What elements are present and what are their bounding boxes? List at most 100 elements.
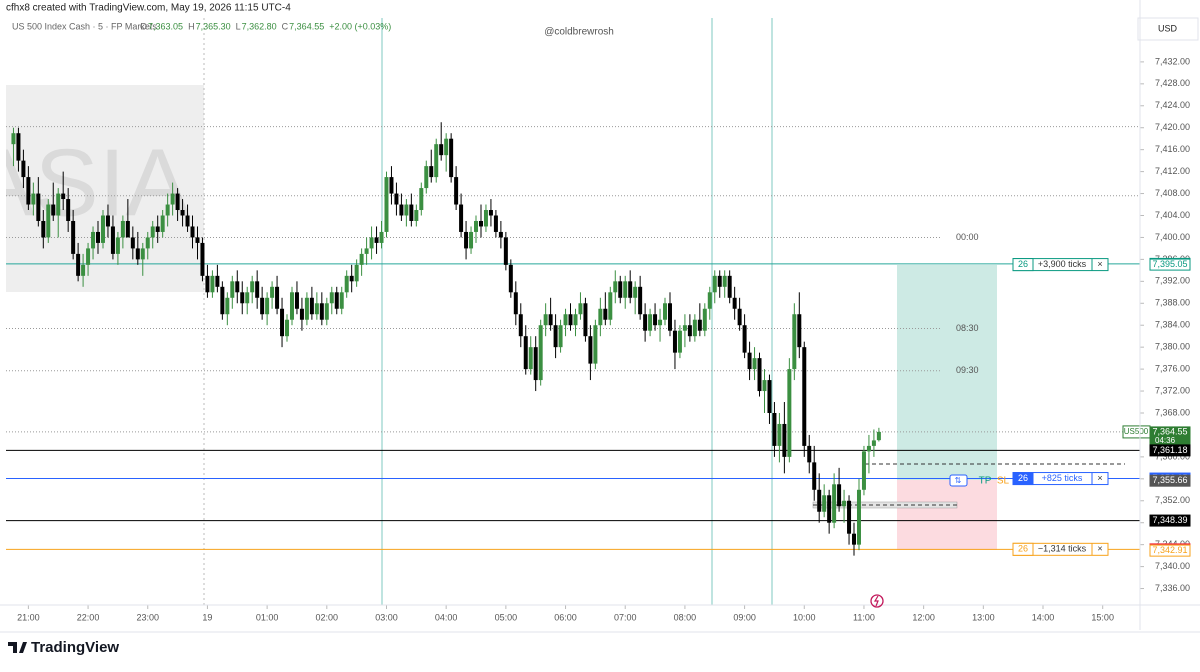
candle-body [757, 358, 762, 392]
candle-body [533, 347, 538, 381]
x-tick-label: 03:00 [375, 612, 398, 622]
candle-body [628, 281, 633, 298]
brand-name: TradingView [31, 639, 119, 656]
candle-body [424, 166, 429, 189]
candle-body [265, 297, 270, 315]
candle-body [772, 412, 777, 446]
price-tag-countdown: 04:36 [1155, 436, 1176, 445]
candle-body [36, 193, 41, 221]
candle-body [548, 314, 553, 326]
candle-body [394, 193, 399, 205]
x-tick-label: 06:00 [554, 612, 577, 622]
order-close[interactable]: × [1097, 473, 1102, 483]
candle-body [852, 533, 857, 545]
candle-body [782, 423, 787, 457]
candle-body [807, 445, 812, 463]
candle-body [618, 281, 623, 298]
y-tick-label: 7,404.00 [1155, 210, 1190, 220]
ohlc-key: O [140, 21, 147, 31]
x-tick-label: 10:00 [793, 612, 816, 622]
candle-body [822, 495, 827, 512]
price-tag-label: 7,364.55 [1152, 426, 1187, 436]
x-tick-label: 13:00 [972, 612, 995, 622]
y-tick-label: 7,336.00 [1155, 583, 1190, 593]
candle-body [573, 314, 578, 326]
y-tick-label: 7,384.00 [1155, 320, 1190, 330]
candle-body [777, 423, 782, 446]
y-tick-label: 7,424.00 [1155, 100, 1190, 110]
y-tick-label: 7,412.00 [1155, 166, 1190, 176]
x-tick-label: 22:00 [77, 612, 100, 622]
candle-body [235, 281, 240, 293]
candle-body [737, 308, 742, 326]
profit-zone [897, 265, 997, 480]
candle-body [797, 314, 802, 348]
candle-body [608, 292, 613, 320]
x-tick-label: 01:00 [256, 612, 279, 622]
reverse-button[interactable] [949, 474, 968, 487]
candle-body [319, 303, 324, 320]
y-tick-label: 7,432.00 [1155, 56, 1190, 66]
candle-body [21, 160, 26, 178]
candle-body [26, 177, 31, 205]
candle-body [742, 325, 747, 353]
sl-button[interactable]: SL [997, 476, 1010, 487]
candle-body [508, 264, 513, 293]
y-tick-label: 7,352.00 [1155, 495, 1190, 505]
candle-body [289, 292, 294, 320]
candle-body [722, 275, 727, 287]
candle-body [513, 292, 518, 315]
ohlc-value: 7,363.05 [148, 21, 183, 31]
candle-body [250, 281, 255, 293]
candle-body [150, 226, 155, 238]
order-close[interactable]: × [1097, 259, 1102, 269]
candle-body [558, 325, 563, 348]
order-qty: 26 [1018, 473, 1028, 483]
candle-body [175, 193, 180, 211]
candle-body [46, 204, 51, 238]
candle-body [145, 237, 150, 249]
x-tick-label: 12:00 [912, 612, 935, 622]
brand-logo [8, 642, 27, 653]
candle-body [663, 303, 668, 320]
candle-body [871, 440, 876, 446]
event-icon-bolt [873, 595, 879, 607]
order-qty-bg [1012, 258, 1034, 272]
candle-body [155, 226, 160, 232]
candle-body [648, 314, 653, 331]
candle-body [712, 275, 717, 293]
background-layer: ASIA [6, 18, 1125, 605]
price-tag [1149, 514, 1191, 527]
candle-body [135, 248, 140, 260]
candle-body [762, 380, 767, 392]
time-level-label: 09:30 [956, 365, 979, 375]
candle-body [583, 303, 588, 337]
tp-button[interactable]: TP [979, 476, 992, 487]
candle-body [503, 237, 508, 265]
price-tag [1149, 544, 1191, 557]
x-tick-label: 08:00 [674, 612, 697, 622]
price-tag-label: 7,361.18 [1152, 445, 1187, 455]
candle-body [523, 336, 528, 370]
candle-body [120, 220, 125, 238]
candle-body [876, 431, 881, 441]
candle-body [140, 248, 145, 260]
order-text: +825 ticks [1042, 473, 1083, 483]
price-tag-label: 7,348.39 [1152, 515, 1187, 525]
candle-body [309, 297, 314, 315]
y-tick-label: 7,372.00 [1155, 385, 1190, 395]
candle-body [588, 336, 593, 364]
candle-body [702, 308, 707, 331]
event-icon[interactable] [870, 594, 884, 608]
candle-body [275, 286, 280, 309]
x-tick-label: 23:00 [136, 612, 159, 622]
order-close[interactable]: × [1097, 544, 1102, 554]
candle-body [593, 325, 598, 364]
candle-body [31, 193, 36, 205]
candle-body [638, 286, 643, 315]
order-text: +3,900 ticks [1038, 259, 1087, 269]
reverse-icon: ⇅ [955, 476, 962, 485]
currency: USD [1158, 23, 1178, 33]
candle-body [498, 231, 503, 238]
